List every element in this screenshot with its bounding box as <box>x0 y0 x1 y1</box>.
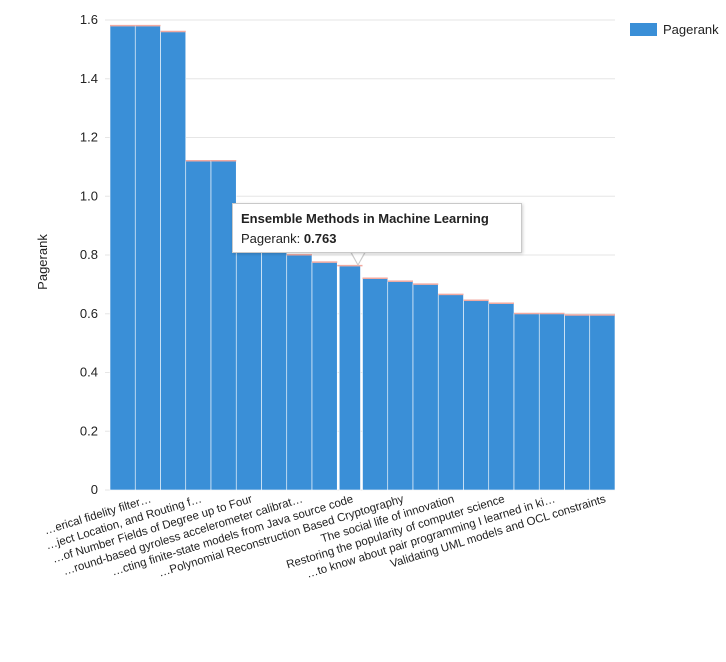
bar-top-edge <box>514 312 540 315</box>
bar[interactable] <box>488 303 515 491</box>
bar-top-edge <box>312 261 338 263</box>
y-tick-label: 1.4 <box>80 71 98 86</box>
y-axis-ticks: 0 0.2 0.4 0.6 0.8 1.0 1.2 1.4 1.6 <box>80 12 98 497</box>
bar[interactable] <box>437 294 464 491</box>
y-axis-title: Pagerank <box>35 234 50 290</box>
y-tick-label: 0.8 <box>80 247 98 262</box>
bar[interactable] <box>235 242 262 491</box>
legend-label-pagerank: Pagerank <box>663 22 719 37</box>
bar-top-edge <box>362 277 388 279</box>
bar-top-edge <box>438 293 464 296</box>
y-tick-label: 1.0 <box>80 188 98 203</box>
bar[interactable] <box>513 313 540 491</box>
bars <box>109 24 616 491</box>
tooltip-title: Ensemble Methods in Machine Learning <box>241 211 489 226</box>
y-tick-label: 1.6 <box>80 12 98 27</box>
bar-top-edge <box>286 254 312 256</box>
bar[interactable] <box>362 278 389 491</box>
tooltip-value: 0.763 <box>303 231 337 246</box>
bar[interactable] <box>109 25 136 491</box>
bar[interactable] <box>338 265 361 491</box>
bar-top-edge <box>488 302 514 304</box>
bar-top-edge <box>589 314 615 316</box>
bar[interactable] <box>286 254 313 491</box>
bar[interactable] <box>261 242 288 491</box>
bar-top-edge <box>564 314 590 316</box>
bar-top-edge <box>387 280 413 282</box>
legend: Pagerank <box>630 22 719 37</box>
bar[interactable] <box>589 314 616 491</box>
bar[interactable] <box>463 300 490 491</box>
tooltip: Ensemble Methods in Machine Learning Pag… <box>232 203 522 253</box>
x-axis-category-labels: …erical fidelity filter……ject Location, … <box>43 493 608 580</box>
legend-swatch-pagerank <box>630 23 657 36</box>
y-tick-label: 0.6 <box>80 306 98 321</box>
y-tick-label: 1.2 <box>80 130 98 145</box>
y-tick-label: 0.4 <box>80 365 98 380</box>
tooltip-label: Pagerank: <box>241 231 301 246</box>
y-tick-label: 0.2 <box>80 423 98 438</box>
bar-top-edge <box>135 24 161 27</box>
bar-top-edge <box>539 312 565 315</box>
bar[interactable] <box>185 160 212 491</box>
bar[interactable] <box>160 31 187 491</box>
bar-top-edge <box>211 160 237 162</box>
bar[interactable] <box>387 281 414 491</box>
bar-top-edge <box>463 299 489 302</box>
bar-top-edge <box>185 160 211 162</box>
bar-top-edge <box>413 283 439 285</box>
bar-top-edge <box>110 24 136 27</box>
bar[interactable] <box>538 313 565 491</box>
bar[interactable] <box>134 25 161 491</box>
y-tick-label: 0 <box>91 482 98 497</box>
bar[interactable] <box>311 262 338 491</box>
bar-top-edge <box>160 30 186 33</box>
bar-top-edge <box>337 264 363 267</box>
tooltip-pointer-fill <box>351 251 365 264</box>
bar[interactable] <box>564 314 591 491</box>
bar[interactable] <box>412 284 439 491</box>
